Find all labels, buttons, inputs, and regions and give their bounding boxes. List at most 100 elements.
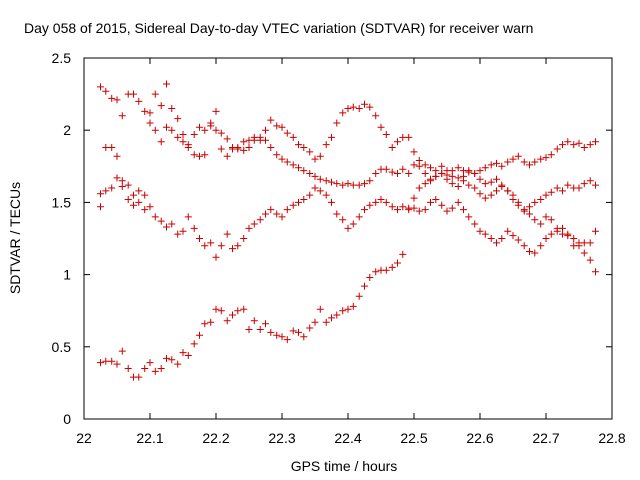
data-point — [322, 191, 330, 199]
data-point — [207, 119, 215, 127]
data-point — [174, 360, 182, 368]
data-point — [586, 239, 594, 247]
data-point — [217, 145, 225, 153]
data-point — [394, 138, 401, 146]
data-point — [146, 119, 154, 127]
data-point — [163, 123, 170, 131]
data-point — [487, 178, 495, 186]
data-point — [223, 152, 231, 160]
data-point — [157, 138, 165, 146]
data-point — [283, 129, 291, 137]
data-point — [300, 144, 308, 152]
data-point — [311, 155, 319, 163]
data-point — [190, 151, 198, 159]
data-point — [273, 151, 281, 159]
data-point — [196, 331, 203, 339]
data-point — [339, 109, 347, 117]
data-point — [278, 213, 286, 221]
data-point — [405, 204, 413, 212]
data-point — [592, 181, 599, 189]
data-point — [102, 187, 110, 195]
data-point — [399, 165, 407, 173]
data-point — [531, 198, 539, 206]
y-tick-label: 1 — [63, 267, 71, 283]
data-point — [295, 198, 302, 206]
data-point — [190, 340, 198, 348]
data-point — [575, 184, 583, 192]
data-point — [553, 145, 561, 153]
x-tick-label: 22 — [76, 430, 92, 446]
data-point — [526, 161, 533, 169]
data-point — [498, 235, 506, 242]
data-point — [580, 249, 588, 257]
data-point — [240, 235, 248, 242]
data-point — [547, 188, 555, 196]
data-point — [344, 305, 352, 313]
data-point — [256, 216, 264, 224]
data-point — [454, 183, 462, 191]
data-point — [146, 109, 154, 117]
data-point — [250, 133, 258, 141]
data-point — [355, 181, 363, 189]
data-point — [240, 305, 248, 313]
data-point — [415, 162, 423, 170]
y-axis-title: SDTVAR / TECUs — [7, 182, 23, 294]
data-point — [306, 191, 314, 199]
data-point — [267, 206, 275, 214]
data-point — [157, 102, 165, 110]
axes: 22 22.1 22.2 22.3 22.4 22.5 22.6 22.7 22.800.511… — [52, 50, 626, 446]
data-point — [547, 151, 555, 159]
data-point — [267, 144, 275, 152]
x-tick-label: 22.1 — [136, 430, 163, 446]
data-point — [295, 164, 302, 172]
data-point — [245, 144, 253, 152]
data-point — [487, 191, 495, 199]
data-point — [196, 152, 203, 160]
data-point — [179, 227, 187, 235]
data-point — [410, 194, 418, 202]
data-point — [113, 174, 121, 182]
data-point — [471, 220, 479, 228]
data-point — [184, 213, 192, 221]
data-point — [476, 190, 484, 198]
data-point — [240, 138, 248, 146]
data-point — [174, 133, 182, 141]
data-point — [217, 129, 225, 137]
data-point — [97, 83, 104, 91]
data-point — [493, 239, 500, 247]
data-point — [592, 268, 599, 276]
data-point — [289, 161, 297, 169]
data-point — [355, 292, 363, 300]
data-point — [586, 177, 594, 185]
data-point — [311, 172, 319, 180]
data-point — [184, 351, 192, 359]
data-point — [278, 333, 286, 341]
data-point — [514, 236, 522, 244]
data-point — [113, 96, 121, 104]
data-point — [124, 196, 132, 204]
data-point — [592, 138, 599, 146]
data-point — [135, 198, 143, 206]
data-point — [580, 180, 588, 188]
data-point — [460, 172, 467, 180]
data-point — [542, 191, 550, 199]
data-point — [273, 331, 281, 339]
data-point — [229, 145, 236, 153]
data-point — [223, 135, 231, 143]
data-point — [141, 206, 149, 214]
data-point — [157, 364, 165, 372]
data-point — [504, 227, 512, 235]
data-point — [382, 131, 390, 139]
data-point — [151, 367, 159, 375]
x-tick-label: 22.2 — [202, 430, 229, 446]
data-point — [108, 144, 116, 152]
data-point — [151, 213, 159, 221]
data-point — [130, 191, 137, 199]
data-point — [344, 180, 352, 188]
data-point — [382, 266, 390, 274]
data-point — [526, 203, 533, 211]
data-point — [526, 247, 533, 255]
data-point — [118, 347, 126, 355]
data-point — [300, 196, 308, 204]
data-point — [570, 141, 578, 149]
